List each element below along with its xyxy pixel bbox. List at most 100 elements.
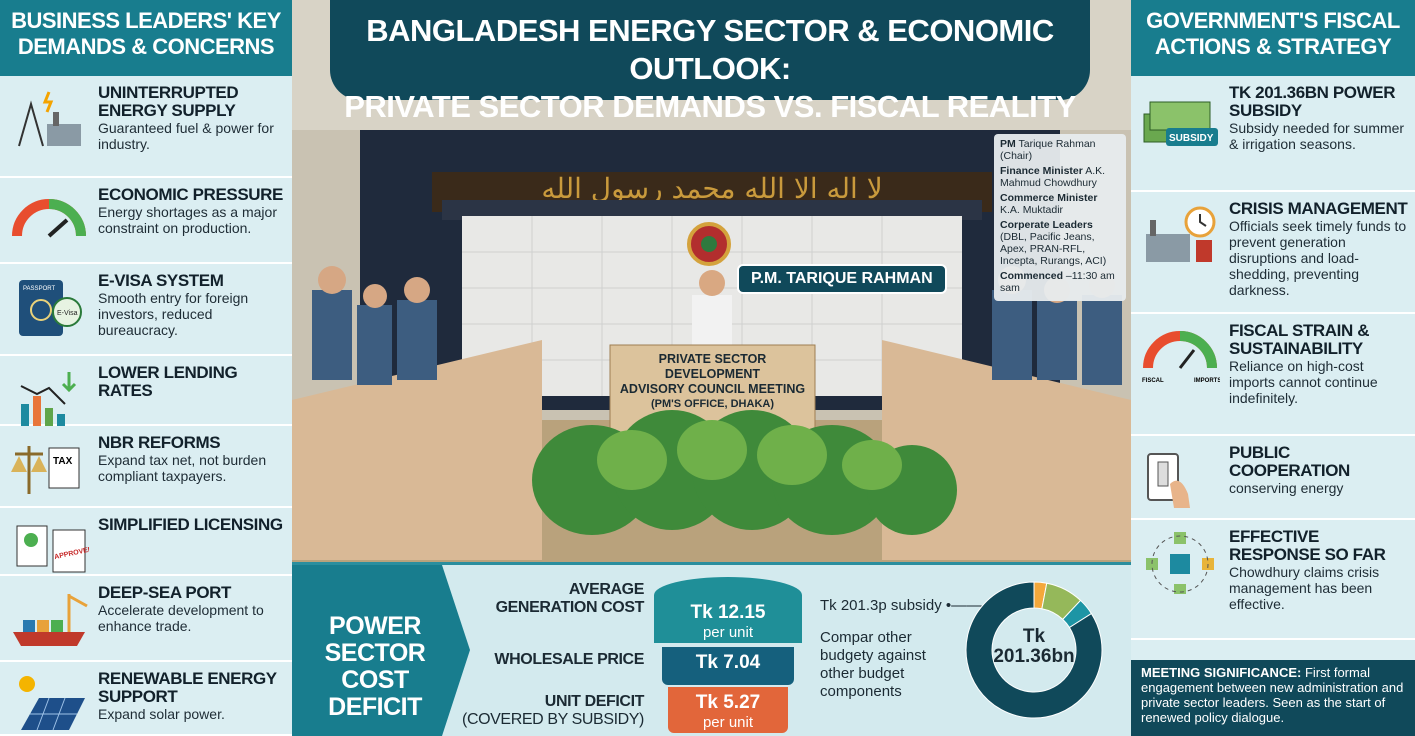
item-icon-wrap: PASSPORT E-Visa [8, 272, 90, 338]
item-desc: Smooth entry for foreign investors, redu… [98, 290, 249, 338]
network-cubes-icon [1146, 532, 1214, 594]
attendee-name: K.A. Muktadir [1000, 204, 1064, 216]
funnel-label: UNIT DEFICIT (COVERED BY SUBSIDY) [444, 693, 644, 729]
item-title: Renewable Energy Support [98, 669, 277, 706]
item-icon-wrap [8, 364, 90, 430]
heading-line: SECTOR [324, 639, 426, 667]
list-item: Effective Response So Far Chowdhury claim… [1131, 520, 1415, 640]
item-icon-wrap [1139, 528, 1221, 594]
item-desc: Accelerate development to enhance trade. [98, 602, 264, 634]
item-title: Effective Response So Far [1229, 527, 1386, 564]
svg-text:FISCAL: FISCAL [1142, 378, 1164, 384]
right-panel-heading: Government's Fiscal Actions & Strategy [1131, 0, 1415, 76]
power-deficit-section: POWER SECTOR COST DEFICIT Tk 12.15 per un… [292, 562, 1131, 736]
bar-chart-down-icon [20, 372, 77, 426]
significance-label: MEETING SIGNIFICANCE: [1141, 665, 1302, 680]
list-item: Economic Pressure Energy shortages as a m… [0, 178, 292, 264]
page-title: BANGLADESH ENERGY SECTOR & ECONOMIC OUTL… [330, 0, 1090, 124]
approved-document-icon: APPROVED [16, 525, 89, 573]
item-title: Deep-Sea Port [98, 583, 232, 602]
segment-value: Tk 12.15 [690, 602, 766, 623]
attendee-entry: PM Tarique Rahman (Chair) [1000, 138, 1120, 162]
attendee-name: A.K. Mahmud Chowdhury [1000, 165, 1106, 189]
business-demands-panel: Business Leaders' Key Demands & Concerns… [0, 0, 292, 736]
subsidy-donut [965, 581, 1103, 719]
item-icon-wrap: APPROVED [8, 516, 90, 582]
title-line-2: PRIVATE SECTOR DEMANDS VS. FISCAL REALIT… [344, 89, 1076, 124]
attendee-role: Commenced [1000, 270, 1064, 282]
list-item: TAX NBR Reforms Expand tax net, not burden… [0, 426, 292, 508]
attendee-name: (DBL, Pacific Jeans, Apex, PRAN-RFL, Inc… [1000, 231, 1107, 267]
list-item: APPROVED Simplified Licensing [0, 508, 292, 576]
funnel-segment: Tk 7.04 [662, 647, 794, 685]
funnel-label: WHOLESALE PRICE [444, 651, 644, 669]
item-icon-wrap: FISCAL IMPORTS [1139, 322, 1221, 388]
power-plant-icon [18, 91, 81, 147]
attendee-entry: Corperate Leaders (DBL, Pacific Jeans, A… [1000, 219, 1120, 267]
svg-text:PASSPORT: PASSPORT [23, 286, 55, 292]
svg-text:SUBSIDY: SUBSIDY [1169, 133, 1214, 144]
svg-text:IMPORTS: IMPORTS [1194, 378, 1220, 384]
item-icon-wrap [8, 584, 90, 650]
item-title: Simplified Licensing [98, 515, 283, 534]
attendee-role: Finance Minister [1000, 165, 1083, 177]
factory-clock-icon [1146, 206, 1216, 262]
list-item: SUBSIDY Tk 201.36bn Power Subsidy Subsidy … [1131, 76, 1415, 192]
solar-panel-icon [19, 676, 85, 731]
donut-slice [965, 581, 1103, 719]
item-icon-wrap [8, 670, 90, 736]
attendee-entry: Finance Minister A.K. Mahmud Chowdhury [1000, 165, 1120, 189]
passport-icon: PASSPORT E-Visa [19, 280, 82, 336]
item-desc: Subsidy needed for summer & irrigation s… [1229, 120, 1405, 152]
heading-line: COST DEFICIT [328, 666, 422, 721]
list-item: Public Cooperation conserving energy [1131, 436, 1415, 520]
svg-text:TAX: TAX [53, 456, 73, 467]
item-desc: Officials seek timely funds to prevent g… [1229, 218, 1407, 298]
item-icon-wrap [8, 186, 90, 252]
item-desc: Expand tax net, not burden compliant tax… [98, 452, 267, 484]
title-line-1: BANGLADESH ENERGY SECTOR & ECONOMIC OUTL… [366, 13, 1054, 86]
item-icon-wrap: SUBSIDY [1139, 84, 1221, 150]
item-title: Economic Pressure [98, 185, 283, 204]
donut-label-text: Tk 201.3p subsidy [820, 597, 942, 614]
podium-sign: PRIVATE SECTOR DEVELOPMENT ADVISORY COUN… [614, 352, 811, 412]
item-title: Public Cooperation [1229, 443, 1350, 480]
svg-text:ﻻ ﺍﻟﻪ ﺍﻻ ﺍﻟﻠﻪ ﻣﺤﻤﺪ ﺭﺳﻮﻝ ﺍﻟﻠﻪ: ﻻ ﺍﻟﻪ ﺍﻻ ﺍﻟﻠﻪ ﻣﺤﻤﺪ ﺭﺳﻮﻝ ﺍﻟﻠﻪ [541, 172, 882, 205]
donut-center-line: Tk [1022, 626, 1046, 647]
cargo-ship-icon [13, 594, 88, 646]
attendee-role: Commerce Minister [1000, 192, 1098, 204]
list-item: PASSPORT E-Visa E-Visa System Smooth entry … [0, 264, 292, 356]
money-stack-icon: SUBSIDY [1143, 101, 1218, 146]
podium-line-3: (PM'S OFFICE, DHAKA) [651, 398, 774, 410]
segment-unit: per unit [702, 714, 754, 731]
item-icon-wrap [1139, 200, 1221, 266]
donut-center-line: 201.36bn [993, 646, 1075, 667]
label-line: WHOLESALE PRICE [494, 651, 644, 668]
attendee-name: –11:30 am sam [1000, 270, 1115, 294]
list-item: Uninterrupted Energy Supply Guaranteed fu… [0, 76, 292, 178]
podium-line-2: ADVISORY COUNCIL MEETING [619, 382, 806, 396]
speaker-figure [692, 295, 732, 345]
segment-value: Tk 7.04 [695, 652, 761, 673]
attendee-entry: Commenced –11:30 am sam [1000, 270, 1120, 294]
item-title: NBR Reforms [98, 433, 221, 452]
svg-text:E-Visa: E-Visa [57, 310, 78, 317]
tax-scale-icon: TAX [11, 446, 80, 494]
deficit-heading: POWER SECTOR COST DEFICIT [300, 613, 450, 721]
light-switch-icon [1147, 453, 1190, 508]
list-item: Lower Lending Rates [0, 356, 292, 426]
item-desc: Energy shortages as a major constraint o… [98, 204, 277, 236]
funnel-segment: Tk 5.27 per unit [668, 687, 788, 733]
gauge-icon [12, 199, 86, 238]
item-desc: Expand solar power. [98, 706, 225, 722]
meeting-significance: MEETING SIGNIFICANCE: First formal engag… [1131, 660, 1415, 736]
item-icon-wrap [1139, 444, 1221, 510]
attendee-role: PM [1000, 138, 1016, 150]
item-desc: Reliance on high-cost imports cannot con… [1229, 358, 1378, 406]
item-title: Tk 201.36bn Power Subsidy [1229, 83, 1396, 120]
segment-unit: per unit [702, 624, 754, 641]
fiscal-actions-panel: Government's Fiscal Actions & Strategy S… [1131, 0, 1415, 736]
label-line: (COVERED BY SUBSIDY) [462, 711, 644, 728]
list-item: Crisis Management Officials seek timely f… [1131, 192, 1415, 314]
left-panel-heading: Business Leaders' Key Demands & Concerns [0, 0, 292, 76]
